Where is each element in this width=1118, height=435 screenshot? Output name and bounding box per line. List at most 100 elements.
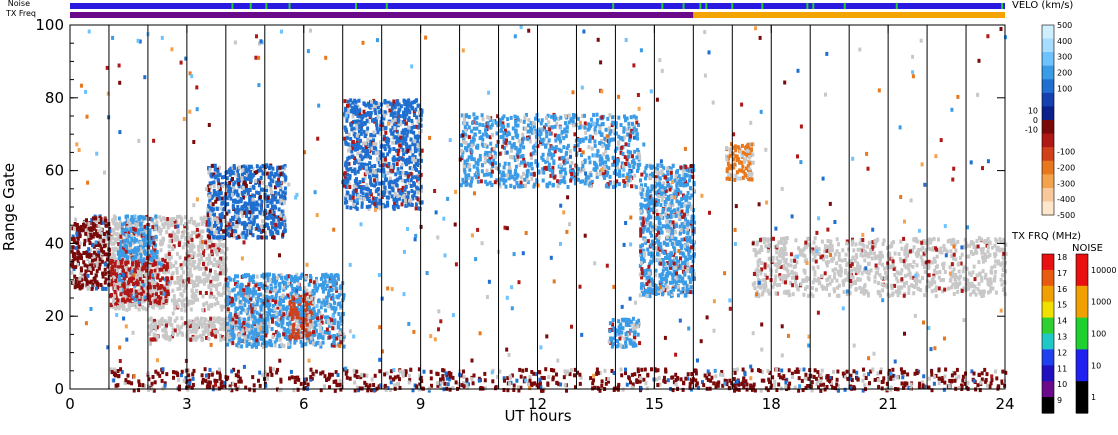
echo-cell xyxy=(269,298,272,303)
echo-cell xyxy=(126,285,129,290)
echo-cell xyxy=(985,383,989,388)
echo-cell xyxy=(188,271,192,276)
echo-cell xyxy=(79,224,83,229)
echo-cell xyxy=(270,343,273,348)
echo-cell xyxy=(272,276,276,281)
echo-cell xyxy=(261,299,265,303)
echo-cell xyxy=(229,191,233,196)
echo-cell xyxy=(392,115,396,120)
echo-cell xyxy=(277,388,281,393)
echo-cell xyxy=(717,380,721,385)
echo-cell xyxy=(276,165,280,170)
echo-cell xyxy=(403,372,407,377)
echo-cell xyxy=(286,281,290,286)
echo-cell xyxy=(130,269,134,274)
echo-cell xyxy=(268,272,271,277)
echo-cell xyxy=(100,248,104,253)
echo-cell xyxy=(218,196,222,201)
echo-cell xyxy=(248,201,252,206)
echo-cell xyxy=(213,230,217,235)
echo-cell xyxy=(220,233,224,238)
echo-cell xyxy=(371,133,375,138)
echo-cell xyxy=(147,303,151,308)
echo-cell xyxy=(538,377,542,382)
echo-cell xyxy=(216,173,220,178)
echo-cell xyxy=(187,384,191,389)
echo-cell xyxy=(942,387,946,392)
echo-cell xyxy=(177,326,181,331)
echo-cell xyxy=(154,235,158,239)
echo-cell xyxy=(210,225,214,230)
echo-cell xyxy=(222,200,226,205)
echo-cell xyxy=(98,221,102,225)
echo-cell xyxy=(447,377,451,382)
echo-cell xyxy=(312,330,315,335)
echo-cell xyxy=(207,170,211,175)
echo-cell xyxy=(152,222,156,227)
echo-cell xyxy=(90,218,94,222)
echo-cell xyxy=(112,276,116,281)
echo-cell xyxy=(188,275,192,280)
echo-cell xyxy=(116,298,120,303)
echo-cell xyxy=(277,216,281,220)
echo-cell xyxy=(273,204,277,209)
echo-cell xyxy=(78,286,82,291)
echo-cell xyxy=(158,231,162,236)
echo-cell xyxy=(138,214,142,219)
echo-cell xyxy=(168,257,172,261)
echo-cell xyxy=(363,176,367,181)
echo-cell xyxy=(361,191,365,196)
echo-cell xyxy=(180,331,184,336)
echo-cell xyxy=(350,149,354,154)
echo-cell xyxy=(247,282,251,287)
echo-cell xyxy=(207,225,210,230)
echo-cell xyxy=(542,376,546,380)
echo-cell xyxy=(304,342,308,347)
echo-cell xyxy=(180,299,184,304)
echo-cell xyxy=(889,374,893,378)
echo-cell xyxy=(374,199,378,204)
echo-cell xyxy=(275,215,279,220)
echo-cell xyxy=(244,286,248,291)
echo-cell xyxy=(972,378,976,383)
echo-cell xyxy=(921,380,924,385)
echo-cell xyxy=(265,311,269,316)
echo-cell xyxy=(162,224,166,229)
echo-cell xyxy=(261,372,265,377)
echo-cell xyxy=(186,335,190,340)
echo-cell xyxy=(164,329,168,334)
echo-cell xyxy=(591,386,595,391)
echo-cell xyxy=(187,327,191,331)
echo-cell xyxy=(202,332,206,336)
noise-tick xyxy=(812,3,815,9)
echo-cell xyxy=(205,220,209,225)
echo-cell xyxy=(231,185,235,189)
echo-cell xyxy=(280,276,284,280)
echo-cell xyxy=(78,241,82,246)
echo-cell xyxy=(658,382,662,387)
echo-cell xyxy=(646,373,650,378)
echo-cell xyxy=(462,369,465,374)
echo-cell xyxy=(845,369,849,374)
echo-cell xyxy=(257,292,261,297)
echo-cell xyxy=(1001,369,1005,374)
echo-cell xyxy=(162,291,166,296)
echo-cell xyxy=(296,311,300,316)
echo-cell xyxy=(71,226,75,231)
echo-cell xyxy=(160,320,164,325)
echo-cell xyxy=(271,279,275,284)
echo-cell xyxy=(215,296,218,301)
echo-cell xyxy=(141,383,145,388)
echo-cell xyxy=(340,301,344,305)
echo-cell xyxy=(126,292,130,297)
echo-cell xyxy=(268,339,272,343)
echo-cell xyxy=(260,199,264,204)
echo-cell xyxy=(226,307,230,312)
echo-cell xyxy=(154,297,158,302)
echo-cell xyxy=(496,374,499,379)
echo-cell xyxy=(139,283,143,288)
echo-cell xyxy=(592,378,595,383)
echo-cell xyxy=(400,187,404,192)
echo-cell xyxy=(265,188,269,193)
echo-cell xyxy=(181,232,185,237)
